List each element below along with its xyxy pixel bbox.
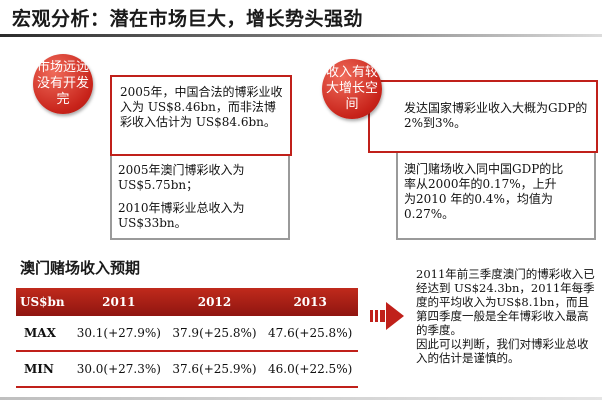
left-gray-frame (110, 153, 290, 240)
left-text-macau-2005: 2005年澳门博彩收入为 US$5.75bn； (118, 163, 245, 192)
page-title: 宏观分析：潜在市场巨大，增长势头强劲 (12, 8, 364, 30)
table-header-2012: 2012 (166, 288, 263, 316)
table-cell: 37.9(+25.8%) (166, 316, 263, 352)
forecast-table: US$bn 2011 2012 2013 MAX 30.1(+27.9%) 37… (16, 288, 358, 388)
bottom-divider (0, 397, 602, 400)
left-circle-badge: 市场远远没有开发完 (33, 54, 93, 114)
note-paragraph-1: 2011年前三季度澳门的博彩收入已经达到 US$24.3bn，2011年每季度的… (416, 267, 595, 337)
right-box-text: 发达国家博彩业收入大概为GDP的2%到3%。 (404, 101, 588, 130)
arrow-right-icon (370, 302, 404, 330)
table-cell: 30.1(+27.9%) (71, 316, 167, 352)
row-label-max: MAX (16, 316, 71, 352)
note-paragraph-2: 因此可以判断，我们对博彩业总收入的估计是谨慎的。 (416, 337, 589, 365)
table-header-unit: US$bn (16, 288, 71, 316)
conclusion-note: 2011年前三季度澳门的博彩收入已经达到 US$24.3bn，2011年每季度的… (416, 267, 598, 365)
left-circle-label: 市场远远没有开发完 (37, 60, 90, 107)
title-divider (0, 34, 602, 37)
right-highlight-box: 发达国家博彩业收入大概为GDP的2%到3%。 (368, 80, 598, 153)
left-box-text: 2005年，中国合法的博彩业收入为 US$8.46bn，而非法博彩收入估计为 U… (120, 85, 283, 129)
section-title: 澳门赌场收入预期 (20, 259, 141, 277)
table-cell: 37.6(+25.9%) (166, 351, 263, 388)
table-cell: 47.6(+25.8%) (262, 316, 358, 352)
left-highlight-box: 2005年，中国合法的博彩业收入为 US$8.46bn，而非法博彩收入估计为 U… (110, 75, 292, 156)
table-cell: 30.0(+27.3%) (71, 351, 167, 388)
row-label-min: MIN (16, 351, 71, 388)
right-text-gdp-ratio: 澳门赌场收入同中国GDP的比率从2000年的0.17%，上升为2010 年的0.… (404, 162, 564, 221)
left-text-total-2010: 2010年博彩业总收入为 US$33bn。 (118, 201, 245, 230)
table-header-row: US$bn 2011 2012 2013 (16, 288, 358, 316)
table-header-2013: 2013 (262, 288, 358, 316)
table-row: MIN 30.0(+27.3%) 37.6(+25.9%) 46.0(+22.5… (16, 351, 358, 388)
right-gray-frame (396, 150, 596, 240)
table-header-2011: 2011 (71, 288, 167, 316)
right-circle-label: 收入有较大增长空间 (326, 65, 379, 112)
table-row: MAX 30.1(+27.9%) 37.9(+25.8%) 47.6(+25.8… (16, 316, 358, 352)
right-circle-badge: 收入有较大增长空间 (322, 59, 382, 119)
table-cell: 46.0(+22.5%) (262, 351, 358, 388)
